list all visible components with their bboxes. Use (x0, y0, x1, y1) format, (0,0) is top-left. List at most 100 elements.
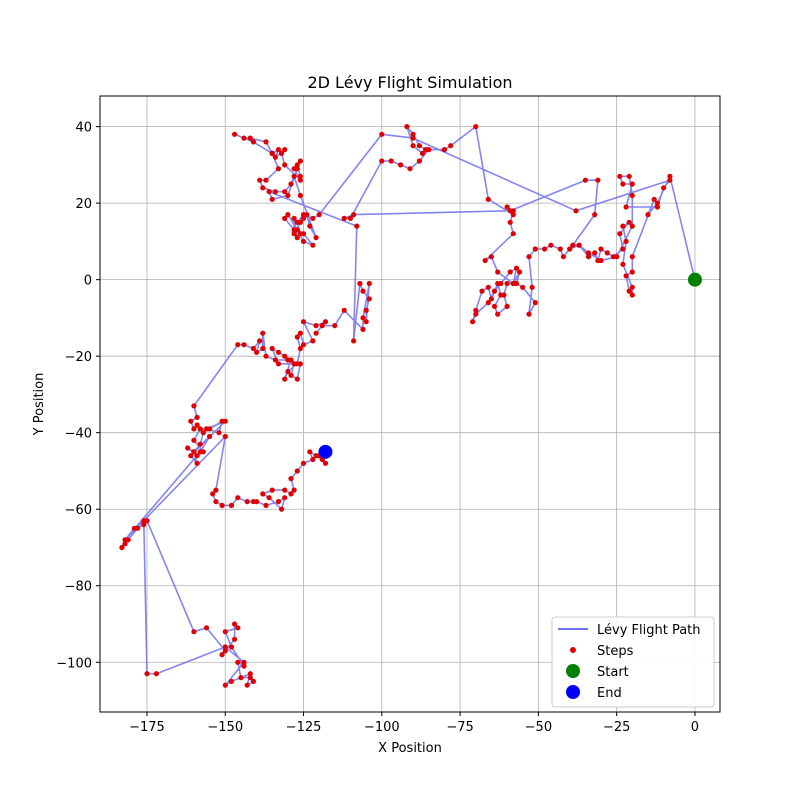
step-point (291, 215, 297, 221)
step-point (207, 433, 213, 440)
step-point (282, 353, 288, 359)
step-point (366, 296, 372, 302)
step-point (416, 143, 422, 149)
step-point (191, 403, 197, 409)
y-tick-label: −40 (65, 427, 92, 442)
x-tick-label: −150 (207, 720, 243, 735)
step-point (629, 254, 635, 260)
step-point (576, 242, 582, 248)
step-point (282, 495, 288, 501)
step-point (294, 235, 300, 241)
step-point (573, 208, 579, 214)
step-point (275, 361, 282, 367)
step-point (297, 177, 303, 183)
step-point (526, 254, 532, 260)
step-point (661, 185, 667, 191)
step-point (548, 242, 554, 248)
legend-start-label: Start (597, 665, 629, 680)
step-point (620, 246, 626, 252)
step-point (341, 307, 347, 313)
step-point (250, 678, 256, 685)
step-point (228, 644, 235, 650)
step-point (232, 131, 238, 137)
y-axis-label: Y Position (32, 373, 47, 437)
step-point (194, 453, 200, 459)
step-point (488, 254, 494, 260)
step-point (441, 147, 447, 153)
step-point (294, 334, 300, 340)
y-tick-label: −60 (65, 503, 92, 518)
step-point (272, 154, 278, 160)
y-tick-label: 40 (75, 121, 92, 136)
step-point (313, 330, 319, 336)
step-point (254, 349, 260, 355)
step-point (269, 196, 275, 202)
step-point (629, 181, 635, 187)
step-point (300, 215, 307, 221)
legend-steps-swatch (570, 647, 576, 653)
step-point (629, 223, 635, 229)
step-point (288, 372, 294, 378)
step-point (194, 422, 200, 428)
step-point (485, 196, 491, 202)
step-point (185, 445, 191, 451)
step-point (654, 200, 661, 206)
end-marker (318, 444, 333, 459)
step-point (219, 502, 225, 508)
step-point (360, 326, 366, 332)
step-point (626, 288, 632, 294)
x-tick-label: −100 (364, 720, 400, 735)
step-point (297, 345, 303, 352)
y-tick-label: −100 (56, 656, 92, 671)
step-point (222, 682, 228, 688)
step-point (285, 357, 291, 363)
step-point (216, 430, 222, 436)
step-point (304, 212, 310, 218)
step-point (560, 254, 567, 260)
step-point (360, 315, 366, 321)
step-point (241, 663, 247, 669)
step-point (235, 342, 241, 348)
step-point (495, 269, 501, 275)
step-point (194, 460, 200, 466)
step-point (407, 166, 413, 172)
step-point (197, 449, 203, 455)
step-point (379, 158, 385, 164)
y-tick-label: 0 (84, 274, 92, 289)
step-point (232, 621, 238, 627)
step-point (310, 242, 316, 248)
step-point (310, 338, 316, 344)
step-point (260, 330, 266, 336)
step-point (297, 173, 303, 179)
step-point (266, 189, 272, 195)
step-point (629, 284, 635, 290)
step-point (260, 345, 266, 352)
start-marker (687, 272, 702, 287)
step-point (645, 212, 651, 218)
step-point (485, 284, 491, 290)
step-point (300, 342, 307, 348)
ticks: −175 −150 −125 −100 −75 −50 −25 0 −100 −80 −60 −40 −… (56, 121, 699, 735)
step-point (153, 671, 159, 677)
step-point (498, 280, 504, 287)
step-point (279, 506, 285, 512)
step-point (557, 246, 563, 252)
step-point (244, 499, 250, 505)
step-point (222, 648, 228, 654)
chart-title: 2D Lévy Flight Simulation (307, 73, 512, 92)
step-point (294, 162, 300, 168)
step-point (313, 323, 319, 329)
step-point (310, 456, 316, 463)
step-point (210, 491, 216, 497)
step-point (291, 487, 297, 493)
legend-box (551, 616, 715, 708)
step-point (617, 173, 623, 179)
step-point (288, 181, 294, 187)
step-point (507, 208, 513, 214)
step-point (419, 150, 426, 156)
step-point (667, 173, 673, 179)
step-point (266, 495, 272, 501)
step-point (228, 502, 235, 508)
step-point (241, 135, 247, 141)
